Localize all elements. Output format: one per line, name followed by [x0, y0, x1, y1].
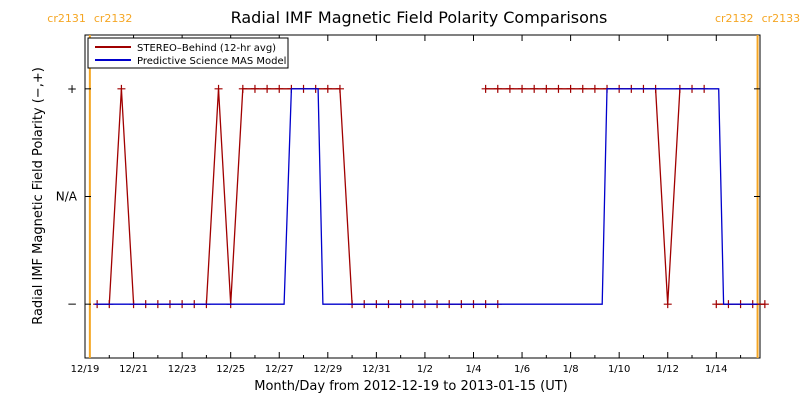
carrington-label-right: cr2133 [762, 12, 800, 25]
carrington-markers [88, 35, 759, 358]
stereo-data-point [214, 84, 223, 93]
y-axis-label: Radial IMF Magnetic Field Polarity (−,+) [31, 67, 46, 325]
x-tick-label: 1/12 [656, 364, 678, 375]
legend-box [87, 37, 289, 69]
model-series-line [94, 88, 758, 305]
x-axis-label: Month/Day from 2012-12-19 to 2013-01-15 … [254, 379, 567, 394]
stereo-data-point [760, 300, 769, 309]
legend: STEREO–Behind (12-hr avg) Predictive Sci… [87, 37, 289, 69]
stereo-data-point [518, 84, 527, 93]
stereo-data-point [505, 84, 514, 93]
legend-label-stereo: STEREO–Behind (12-hr avg) [137, 43, 276, 54]
x-axis-ticks: 12/19 12/21 12/23 12/25 12/27 12/29 12/31 1/2 1/… [71, 35, 742, 375]
x-tick-label: 12/19 [71, 364, 100, 375]
stereo-data-point [554, 84, 563, 93]
carrington-label-left: cr2131 [47, 12, 86, 25]
x-tick-label: 12/21 [119, 364, 148, 375]
x-tick-label: 1/6 [514, 364, 530, 375]
stereo-data-point [117, 84, 126, 93]
x-tick-label: 12/25 [216, 364, 245, 375]
y-axis-ticks: + N/A − [56, 82, 760, 311]
stereo-data-point [250, 84, 259, 93]
x-tick-label: 1/8 [563, 364, 579, 375]
stereo-data-point [663, 300, 672, 309]
stereo-data-point [590, 84, 599, 93]
plot-frame [84, 34, 761, 359]
stereo-data-point [335, 84, 344, 93]
x-tick-label: 1/4 [465, 364, 481, 375]
carrington-label-right: cr2132 [94, 12, 133, 25]
stereo-data-point [481, 84, 490, 93]
y-tick-label: N/A [56, 190, 78, 204]
stereo-data-point [542, 84, 551, 93]
stereo-series-line [485, 88, 705, 305]
stereo-data-point [530, 84, 539, 93]
x-tick-label: 12/29 [313, 364, 342, 375]
stereo-data-point [566, 84, 575, 93]
x-tick-label: 12/23 [168, 364, 197, 375]
stereo-data-point [493, 84, 502, 93]
y-tick-label: + [67, 82, 77, 96]
x-tick-label: 1/10 [608, 364, 630, 375]
series-layer [93, 84, 769, 309]
stereo-data-point [275, 84, 284, 93]
stereo-data-point [578, 84, 587, 93]
y-tick-label: − [67, 297, 77, 311]
x-tick-label: 12/27 [265, 364, 294, 375]
chart-title: Radial IMF Magnetic Field Polarity Compa… [231, 8, 608, 27]
carrington-labels: cr2131 cr2132 cr2132 cr2133 [47, 12, 800, 25]
stereo-data-point [712, 300, 721, 309]
stereo-data-point [323, 84, 332, 93]
x-tick-label: 1/2 [417, 364, 433, 375]
carrington-label-left: cr2132 [715, 12, 754, 25]
stereo-data-point [238, 84, 247, 93]
stereo-data-point [263, 84, 272, 93]
stereo-series-line [97, 88, 498, 305]
x-tick-label: 12/31 [362, 364, 391, 375]
x-tick-label: 1/14 [705, 364, 727, 375]
legend-label-model: Predictive Science MAS Model [137, 56, 286, 67]
